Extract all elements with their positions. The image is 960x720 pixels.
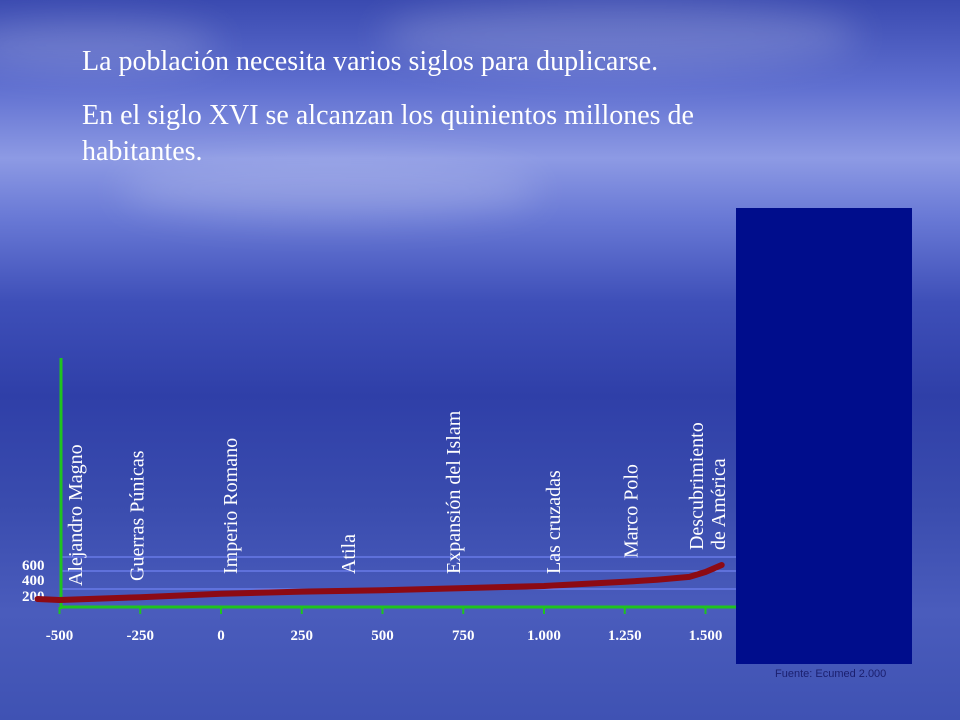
event-label: Expansión del Islam <box>443 410 465 574</box>
x-tick-label: 500 <box>371 628 394 644</box>
y-tick-label: 400 <box>22 573 45 589</box>
event-label: de América <box>708 458 730 550</box>
x-tick-label: 0 <box>217 628 225 644</box>
x-tick-label: 1.000 <box>527 628 561 644</box>
x-tick-label: -250 <box>127 628 155 644</box>
cloud-decoration <box>120 160 540 220</box>
event-label: Descubrimiento <box>686 422 708 550</box>
source-note: Fuente: Ecumed 2.000 <box>775 668 887 680</box>
event-label: Guerras Púnicas <box>126 450 148 581</box>
event-label: Atila <box>338 534 360 574</box>
x-tick-label: 250 <box>291 628 314 644</box>
cloud-decoration <box>0 20 220 70</box>
slide-title: La población necesita varios siglos para… <box>82 46 659 77</box>
event-label: Imperio Romano <box>220 438 242 574</box>
x-tick-label: 750 <box>452 628 475 644</box>
cloud-decoration <box>380 0 860 70</box>
x-tick-label: 1.250 <box>608 628 642 644</box>
population-curve <box>34 562 725 603</box>
y-tick-label: 600 <box>22 558 45 574</box>
x-tick-label: -500 <box>46 628 74 644</box>
x-tick-label: 1.500 <box>689 628 723 644</box>
event-label: Marco Polo <box>621 464 643 558</box>
event-label: Alejandro Magno <box>65 444 87 586</box>
population-panel <box>736 208 912 664</box>
event-label: Las cruzadas <box>543 470 565 574</box>
slide-subtitle: En el siglo XVI se alcanzan los quinient… <box>82 100 694 167</box>
